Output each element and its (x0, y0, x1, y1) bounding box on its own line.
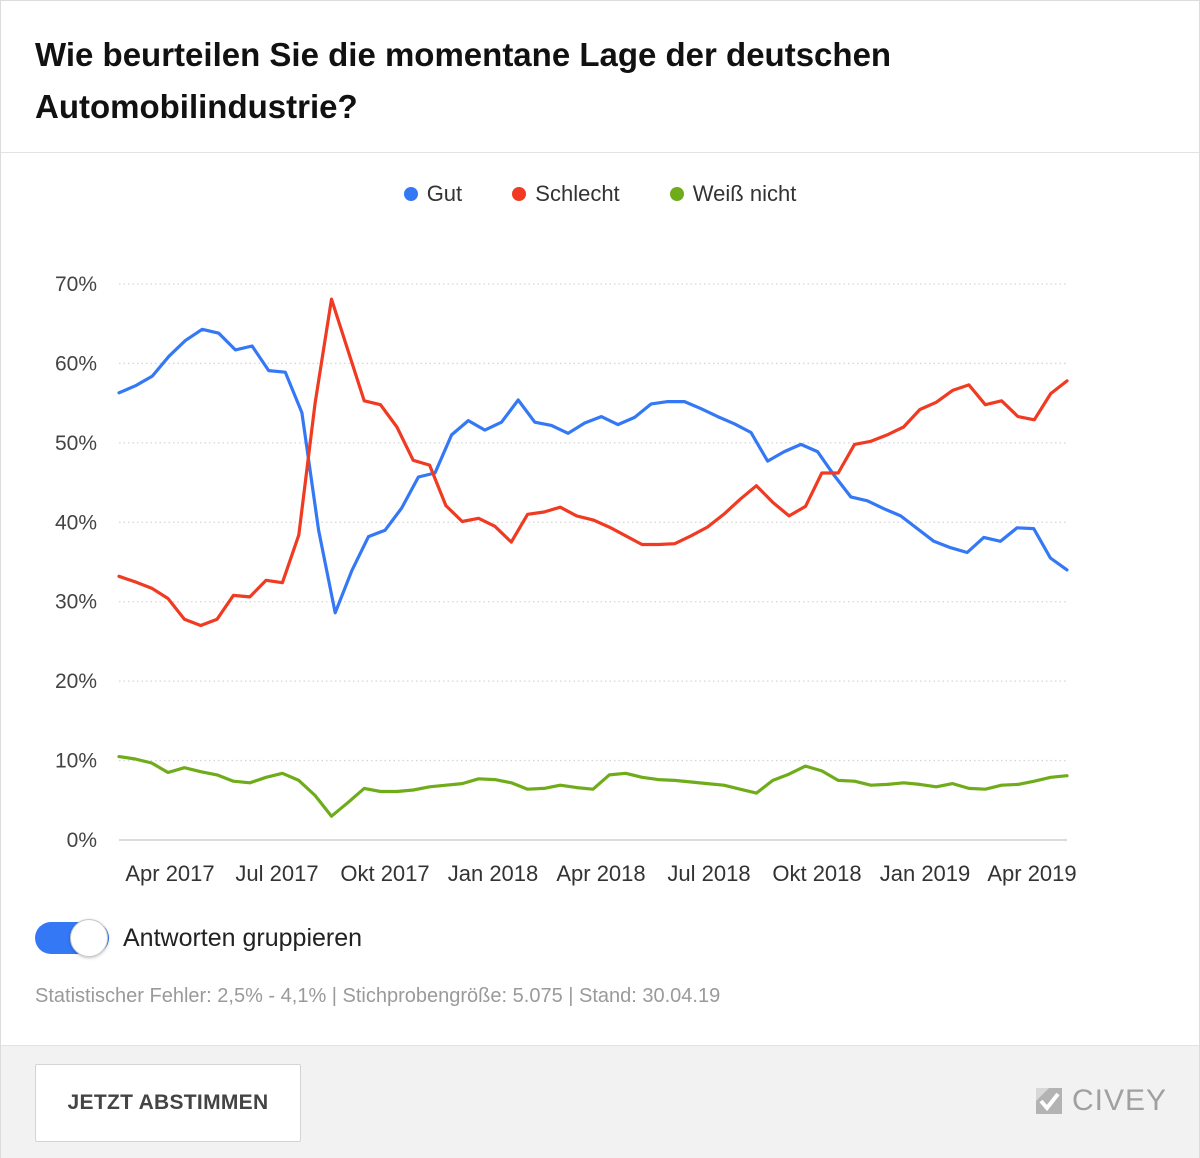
legend-label-schlecht: Schlecht (535, 181, 620, 206)
y-tick-label: 60% (55, 352, 97, 375)
y-tick-label: 20% (55, 670, 97, 693)
legend-label-gut: Gut (426, 181, 463, 206)
y-tick-label: 30% (55, 591, 97, 614)
card-footer: JETZT ABSTIMMEN CIVEY (1, 1045, 1199, 1158)
x-tick-label: Apr 2017 (125, 861, 214, 886)
x-tick-label: Jan 2019 (880, 861, 971, 886)
group-answers-toggle[interactable] (35, 919, 109, 957)
series-line-schlecht[interactable] (117, 297, 1069, 628)
civey-logo[interactable]: CIVEY (1032, 1084, 1167, 1118)
x-tick-label: Apr 2018 (556, 861, 645, 886)
line-chart: 0% 10% 20% 30% 40% 50% 60% 70% Apr 2017 Jul 2017… (55, 273, 1077, 886)
chart-grid (119, 283, 1067, 841)
x-tick-label: Jul 2018 (667, 861, 750, 886)
civey-logo-text: CIVEY (1071, 1084, 1167, 1117)
card-header: Wie beurteilen Sie die momentane Lage de… (1, 1, 1199, 153)
civey-logo-icon (1035, 1088, 1062, 1114)
x-tick-label: Apr 2019 (987, 861, 1076, 886)
legend-label-weiss-nicht: Weiß nicht (692, 181, 797, 206)
toggle-knob (70, 919, 108, 957)
legend-item-gut[interactable]: Gut (403, 181, 463, 207)
chart-legend: Gut Schlecht Weiß nicht (1, 181, 1199, 207)
y-axis: 0% 10% 20% 30% 40% 50% 60% 70% (55, 273, 97, 852)
chart-series (117, 297, 1069, 818)
x-axis: Apr 2017 Jul 2017 Okt 2017 Jan 2018 Apr 2018… (125, 861, 1076, 886)
poll-title: Wie beurteilen Sie die momentane Lage de… (35, 36, 892, 125)
y-tick-label: 40% (55, 511, 97, 534)
y-tick-label: 50% (55, 432, 97, 455)
group-answers-label: Antworten gruppieren (123, 923, 363, 952)
x-tick-label: Jan 2018 (448, 861, 539, 886)
legend-item-weiss-nicht[interactable]: Weiß nicht (669, 181, 797, 207)
legend-dot-weiss-nicht (669, 187, 684, 201)
series-line-wei-nicht[interactable] (117, 754, 1069, 818)
vote-now-button[interactable]: JETZT ABSTIMMEN (35, 1064, 301, 1142)
group-answers-toggle-row: Antworten gruppieren (35, 917, 362, 959)
series-line-gut[interactable] (117, 327, 1069, 615)
y-tick-label: 0% (67, 829, 97, 852)
y-tick-label: 70% (55, 273, 97, 296)
x-tick-label: Jul 2017 (235, 861, 318, 886)
legend-dot-schlecht (512, 187, 527, 201)
x-tick-label: Okt 2018 (772, 861, 861, 886)
x-tick-label: Okt 2017 (340, 861, 429, 886)
legend-item-schlecht[interactable]: Schlecht (512, 181, 620, 207)
poll-meta-info: Statistischer Fehler: 2,5% - 4,1% | Stic… (35, 985, 721, 1007)
y-tick-label: 10% (55, 750, 97, 773)
legend-dot-gut (403, 187, 418, 201)
